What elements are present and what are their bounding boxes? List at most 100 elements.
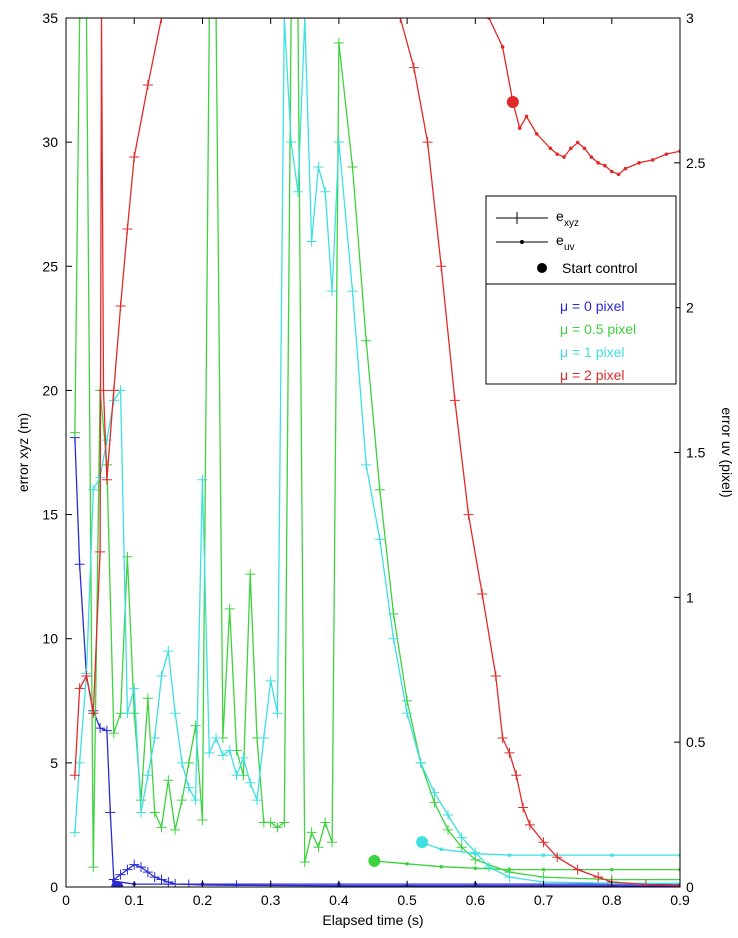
exyz-point — [511, 770, 522, 781]
exyz-point — [142, 693, 153, 704]
legend-euv-base: e — [556, 232, 564, 248]
exyz-point — [313, 842, 324, 853]
exyz-point — [136, 807, 147, 818]
exyz-point — [149, 807, 160, 818]
exyz-point — [552, 852, 563, 863]
exyz-point — [115, 301, 126, 312]
series-3 — [69, 18, 680, 887]
euv-point — [569, 146, 573, 151]
exyz-point — [245, 569, 256, 580]
legend-exyz-base: e — [556, 208, 564, 224]
y-right-tick-label: 2 — [686, 300, 694, 316]
legend-euv-sub: uv — [564, 242, 575, 253]
exyz-point — [272, 708, 283, 719]
exyz-point — [231, 880, 242, 887]
legend-exyz-sub: xyz — [564, 218, 579, 229]
exyz-point — [675, 874, 680, 885]
x-tick-label: 0 — [62, 892, 70, 908]
exyz-point — [149, 733, 160, 744]
y-left-axis-title: error xyz (m) — [15, 413, 31, 492]
y-left-tick-label: 30 — [42, 134, 58, 150]
exyz-point — [429, 797, 440, 808]
euv-point — [500, 45, 505, 49]
exyz-point — [197, 474, 208, 485]
euv-point — [637, 161, 641, 165]
y-left-tick-label: 15 — [42, 507, 58, 523]
exyz-point — [320, 817, 331, 828]
euv-point — [623, 166, 628, 171]
euv-point — [609, 169, 614, 174]
exyz-point — [129, 683, 140, 694]
exyz-point — [483, 862, 494, 873]
exyz-point — [231, 770, 242, 781]
exyz-point — [374, 534, 385, 545]
euv-point — [507, 867, 512, 872]
legend-color-entry: μ = 1 pixel — [560, 344, 625, 360]
exyz-point — [190, 795, 201, 806]
exyz-point — [524, 819, 535, 830]
euv-point — [650, 158, 655, 162]
exyz-point — [299, 18, 310, 23]
exyz-point — [88, 862, 99, 873]
y-right-tick-label: 2.5 — [686, 155, 706, 171]
exyz-point — [429, 787, 440, 798]
exyz-point — [95, 546, 106, 557]
legend-start-marker — [537, 263, 547, 273]
euv-point — [439, 847, 444, 852]
exyz-point — [415, 757, 426, 768]
y-left-tick-label: 35 — [42, 10, 58, 26]
exyz-point — [108, 385, 119, 396]
exyz-point — [538, 837, 549, 848]
exyz-point — [347, 286, 358, 297]
legend-color-entry: μ = 0.5 pixel — [560, 321, 636, 337]
y-left-tick-label: 5 — [50, 755, 58, 771]
exyz-point — [286, 137, 297, 148]
euv-point — [517, 126, 522, 130]
exyz-point — [675, 880, 680, 887]
exyz-point — [422, 137, 433, 148]
x-tick-label: 0.3 — [261, 892, 281, 908]
y-left-tick-label: 25 — [42, 258, 58, 274]
exyz-point — [347, 161, 358, 172]
exyz-point — [81, 670, 92, 681]
euv-point — [582, 146, 587, 151]
x-tick-label: 0.7 — [534, 892, 554, 908]
exyz-point — [183, 782, 194, 793]
exyz-point — [333, 37, 344, 48]
exyz-point — [286, 18, 297, 23]
exyz-point — [156, 670, 167, 681]
euv-line — [372, 860, 680, 871]
x-tick-label: 0.4 — [329, 892, 349, 908]
start-control-marker — [368, 854, 381, 867]
exyz-point — [69, 827, 80, 838]
exyz-point — [176, 795, 187, 806]
exyz-point — [258, 733, 269, 744]
series-layer — [69, 18, 680, 887]
exyz-point — [327, 837, 338, 848]
y-right-tick-label: 0 — [686, 879, 694, 895]
exyz-point — [156, 822, 167, 833]
exyz-point — [443, 809, 454, 820]
exyz-point — [224, 745, 235, 756]
x-axis-title: Elapsed time (s) — [322, 912, 423, 928]
legend-color-entry: μ = 2 pixel — [560, 367, 625, 383]
exyz-point — [211, 733, 222, 744]
exyz-point — [136, 862, 147, 873]
legend-box — [485, 195, 677, 385]
y-left-tick-label: 10 — [42, 631, 58, 647]
exyz-line — [74, 18, 680, 881]
euv-point — [405, 862, 409, 866]
y-right-tick-label: 1 — [686, 589, 694, 605]
exyz-point — [170, 824, 181, 835]
x-tick-label: 0.6 — [466, 892, 486, 908]
exyz-point — [252, 795, 263, 806]
exyz-point — [163, 877, 174, 887]
exyz-point — [265, 817, 276, 828]
axes-layer: 0 0.1 0.2 0.3 0.4 0.5 0.6 0.7 0.8 0.9051015202530… — [15, 10, 735, 928]
exyz-point — [149, 872, 160, 883]
exyz-point — [292, 18, 303, 23]
exyz-point — [327, 286, 338, 297]
exyz-point — [374, 484, 385, 495]
exyz-point — [122, 864, 133, 875]
